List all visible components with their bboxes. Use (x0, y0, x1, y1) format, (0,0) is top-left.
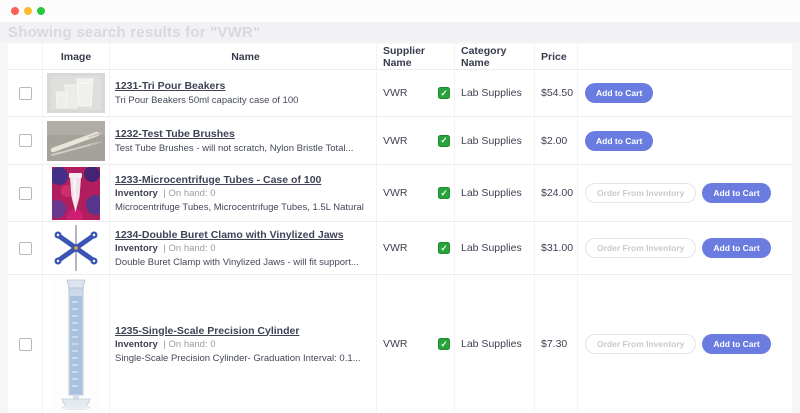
product-image-microcentrifuge-tube (43, 165, 110, 221)
product-description: Single-Scale Precision Cylinder- Graduat… (115, 353, 376, 364)
category-name: Lab Supplies (461, 338, 522, 350)
header-image: Image (43, 44, 110, 69)
row-select-checkbox[interactable] (19, 134, 32, 147)
price-value: $54.50 (541, 87, 573, 99)
product-row: 1232-Test Tube Brushes Test Tube Brushes… (8, 117, 792, 165)
window-close-icon[interactable] (11, 7, 19, 15)
brushes-photo-image (47, 121, 105, 161)
verified-check-icon (438, 187, 450, 199)
inventory-line: Inventory | On hand: 0 (115, 243, 376, 254)
verified-check-icon (438, 338, 450, 350)
price-value: $2.00 (541, 135, 567, 147)
verified-check-icon (438, 242, 450, 254)
product-image-double-buret-clamp (43, 222, 110, 274)
product-description: Double Buret Clamp with Vinylized Jaws -… (115, 257, 376, 268)
inventory-line: Inventory | On hand: 0 (115, 188, 376, 199)
clamp-photo-image (47, 225, 105, 271)
product-description: Test Tube Brushes - will not scratch, Ny… (115, 143, 376, 154)
order-from-inventory-button[interactable]: Order From Inventory (585, 183, 696, 203)
product-image-test-tube-brushes (43, 117, 110, 164)
verified-check-icon (438, 135, 450, 147)
product-image-precision-cylinder (43, 275, 110, 413)
header-name: Name (110, 44, 377, 69)
microcentrifuge-photo-image (52, 167, 100, 220)
price-value: $31.00 (541, 242, 573, 254)
product-description: Tri Pour Beakers 50ml capacity case of 1… (115, 95, 376, 106)
price-value: $7.30 (541, 338, 567, 350)
product-name-link[interactable]: 1232-Test Tube Brushes (115, 128, 376, 140)
order-from-inventory-button[interactable]: Order From Inventory (585, 238, 696, 258)
product-row: 1235-Single-Scale Precision Cylinder Inv… (8, 275, 792, 413)
cylinder-photo-image (54, 277, 98, 411)
on-hand-count: | On hand: 0 (163, 188, 215, 199)
product-image-tri-pour-beakers (43, 70, 110, 116)
header-price: Price (535, 44, 578, 69)
product-name-link[interactable]: 1235-Single-Scale Precision Cylinder (115, 325, 376, 337)
product-name-link[interactable]: 1234-Double Buret Clamo with Vinylized J… (115, 229, 376, 241)
add-to-cart-button[interactable]: Add to Cart (585, 131, 653, 151)
verified-check-icon (438, 87, 450, 99)
supplier-name: VWR (383, 338, 408, 350)
row-select-checkbox[interactable] (19, 187, 32, 200)
add-to-cart-button[interactable]: Add to Cart (585, 83, 653, 103)
table-header-row: Image Name Supplier Name Category Name P… (8, 44, 792, 70)
category-name: Lab Supplies (461, 187, 522, 199)
row-select-checkbox[interactable] (19, 242, 32, 255)
product-row: 1231-Tri Pour Beakers Tri Pour Beakers 5… (8, 70, 792, 117)
product-description: Microcentrifuge Tubes, Microcentrifuge T… (115, 202, 376, 213)
header-category-name: Category Name (455, 44, 535, 69)
category-name: Lab Supplies (461, 242, 522, 254)
search-results-header: Showing search results for "VWR" (0, 22, 800, 42)
inventory-line: Inventory | On hand: 0 (115, 339, 376, 350)
row-select-checkbox[interactable] (19, 87, 32, 100)
category-name: Lab Supplies (461, 87, 522, 99)
window-maximize-icon[interactable] (37, 7, 45, 15)
header-supplier-name: Supplier Name (377, 44, 455, 69)
product-row: 1234-Double Buret Clamo with Vinylized J… (8, 222, 792, 275)
add-to-cart-button[interactable]: Add to Cart (702, 238, 770, 258)
price-value: $24.00 (541, 187, 573, 199)
supplier-name: VWR (383, 242, 408, 254)
inventory-label: Inventory (115, 243, 158, 254)
search-results-title: Showing search results for "VWR" (8, 24, 260, 41)
on-hand-count: | On hand: 0 (163, 339, 215, 350)
add-to-cart-button[interactable]: Add to Cart (702, 334, 770, 354)
on-hand-count: | On hand: 0 (163, 243, 215, 254)
header-select-column (8, 44, 43, 69)
row-select-checkbox[interactable] (19, 338, 32, 351)
beakers-photo-image (47, 73, 105, 113)
inventory-label: Inventory (115, 339, 158, 350)
add-to-cart-button[interactable]: Add to Cart (702, 183, 770, 203)
supplier-name: VWR (383, 87, 408, 99)
supplier-name: VWR (383, 135, 408, 147)
window-minimize-icon[interactable] (24, 7, 32, 15)
order-from-inventory-button[interactable]: Order From Inventory (585, 334, 696, 354)
product-row: 1233-Microcentrifuge Tubes - Case of 100… (8, 165, 792, 222)
header-actions-column (578, 44, 792, 69)
supplier-name: VWR (383, 187, 408, 199)
product-name-link[interactable]: 1233-Microcentrifuge Tubes - Case of 100 (115, 174, 376, 186)
product-name-link[interactable]: 1231-Tri Pour Beakers (115, 80, 376, 92)
window-titlebar (0, 0, 800, 22)
search-results-table: Image Name Supplier Name Category Name P… (8, 44, 792, 413)
category-name: Lab Supplies (461, 135, 522, 147)
inventory-label: Inventory (115, 188, 158, 199)
